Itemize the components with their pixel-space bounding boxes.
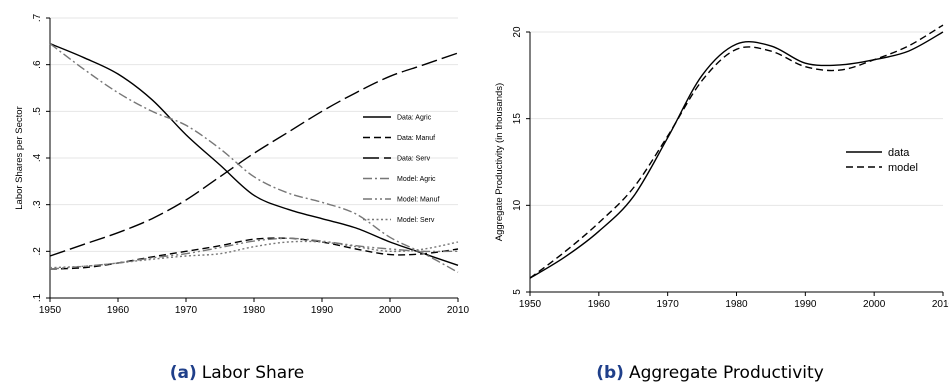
x-tick-label: 1960 [588, 299, 611, 310]
caption-b-text: Aggregate Productivity [629, 363, 824, 383]
plot-area [530, 32, 943, 292]
caption-a-tag: (a) [170, 363, 197, 383]
series-line [529, 24, 944, 279]
legend-label: Model: Agric [397, 176, 436, 183]
y-axis-title: Labor Shares per Sector [14, 106, 25, 210]
x-tick-label: 1970 [175, 305, 198, 316]
y-tick-label: .4 [32, 153, 43, 162]
panel-aggregate-productivity: 5 10 15 20 1950 1960 1970 1980 1990 2000 2010 Aggre… [494, 24, 949, 310]
x-tick-label: 1990 [311, 305, 334, 316]
x-tick-label: 2010 [447, 305, 470, 316]
caption-a: (a) Labor Share [170, 363, 305, 383]
y-tick-label: .1 [32, 293, 43, 302]
series-line [49, 52, 459, 257]
legend-label: model [888, 162, 918, 174]
x-tick-label: 1970 [657, 299, 680, 310]
legend-label: data [888, 147, 910, 159]
x-tick-label: 1950 [519, 299, 542, 310]
legend-label: Data: Serv [397, 156, 431, 163]
y-tick-label: .5 [32, 107, 43, 116]
y-tick-label: 15 [512, 113, 523, 125]
legend-label: Data: Agric [397, 115, 432, 122]
x-tick-label: 1980 [725, 299, 748, 310]
x-tick-label: 1990 [794, 299, 817, 310]
caption-b: (b) Aggregate Productivity [596, 363, 824, 383]
y-tick-label: 5 [512, 289, 523, 295]
x-tick-label: 2000 [863, 299, 886, 310]
y-axis-title: Aggregate Productivity (in thousands) [494, 83, 505, 241]
series-line [49, 43, 459, 273]
series-line [49, 43, 459, 266]
y-tick-label: 20 [512, 26, 523, 38]
x-tick-label: 2000 [379, 305, 402, 316]
y-tick-label: 10 [512, 199, 523, 211]
x-tick-label: 1960 [107, 305, 130, 316]
caption-b-tag: (b) [596, 363, 624, 383]
y-tick-label: .6 [32, 60, 43, 69]
panel-labor-share: .1 .2 .3 .4 .5 .6 .7 1950 1960 1970 1980 1990 2000 20… [14, 13, 470, 316]
y-tick-label: .7 [32, 13, 43, 22]
legend-label: Model: Serv [397, 217, 435, 224]
y-tick-label: .3 [32, 200, 43, 209]
x-tick-label: 1980 [243, 305, 266, 316]
x-tick-label: 2010 [932, 299, 949, 310]
x-tick-label: 1950 [39, 305, 62, 316]
legend-label: Model: Manuf [397, 197, 439, 204]
legend-label: Data: Manuf [397, 135, 435, 142]
series-line [49, 240, 459, 269]
caption-a-text: Labor Share [202, 363, 305, 383]
y-tick-label: .2 [32, 247, 43, 256]
